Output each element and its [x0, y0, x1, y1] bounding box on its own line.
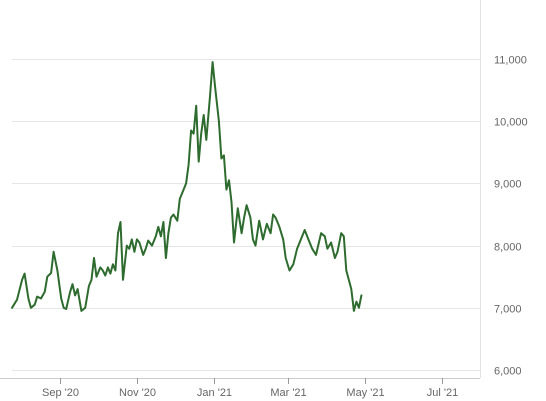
x-tick-label: Jan '21: [197, 387, 232, 399]
series-layer: [11, 61, 363, 312]
x-tick-label: Mar '21: [270, 387, 306, 399]
x-tick-label: Nov '20: [119, 387, 156, 399]
x-axis: Sep '20 Nov '20 Jan '21 Mar '21 May '21 Jul '…: [0, 378, 480, 399]
y-tick-label: 6,000: [494, 366, 522, 378]
y-axis: 6,000 7,000 8,000 9,000 10,000 11,000: [494, 55, 528, 378]
y-tick-label: 7,000: [494, 304, 522, 316]
x-tick-label: Sep '20: [42, 387, 79, 399]
y-tick-label: 11,000: [494, 55, 527, 67]
x-tick-label: May '21: [346, 387, 384, 399]
y-tick-label: 9,000: [494, 179, 522, 191]
gridlines: [12, 0, 481, 378]
series-line: [11, 61, 363, 312]
x-tick-label: Jul '21: [427, 387, 458, 399]
y-tick-label: 8,000: [494, 242, 522, 254]
y-tick-label: 10,000: [494, 117, 528, 129]
